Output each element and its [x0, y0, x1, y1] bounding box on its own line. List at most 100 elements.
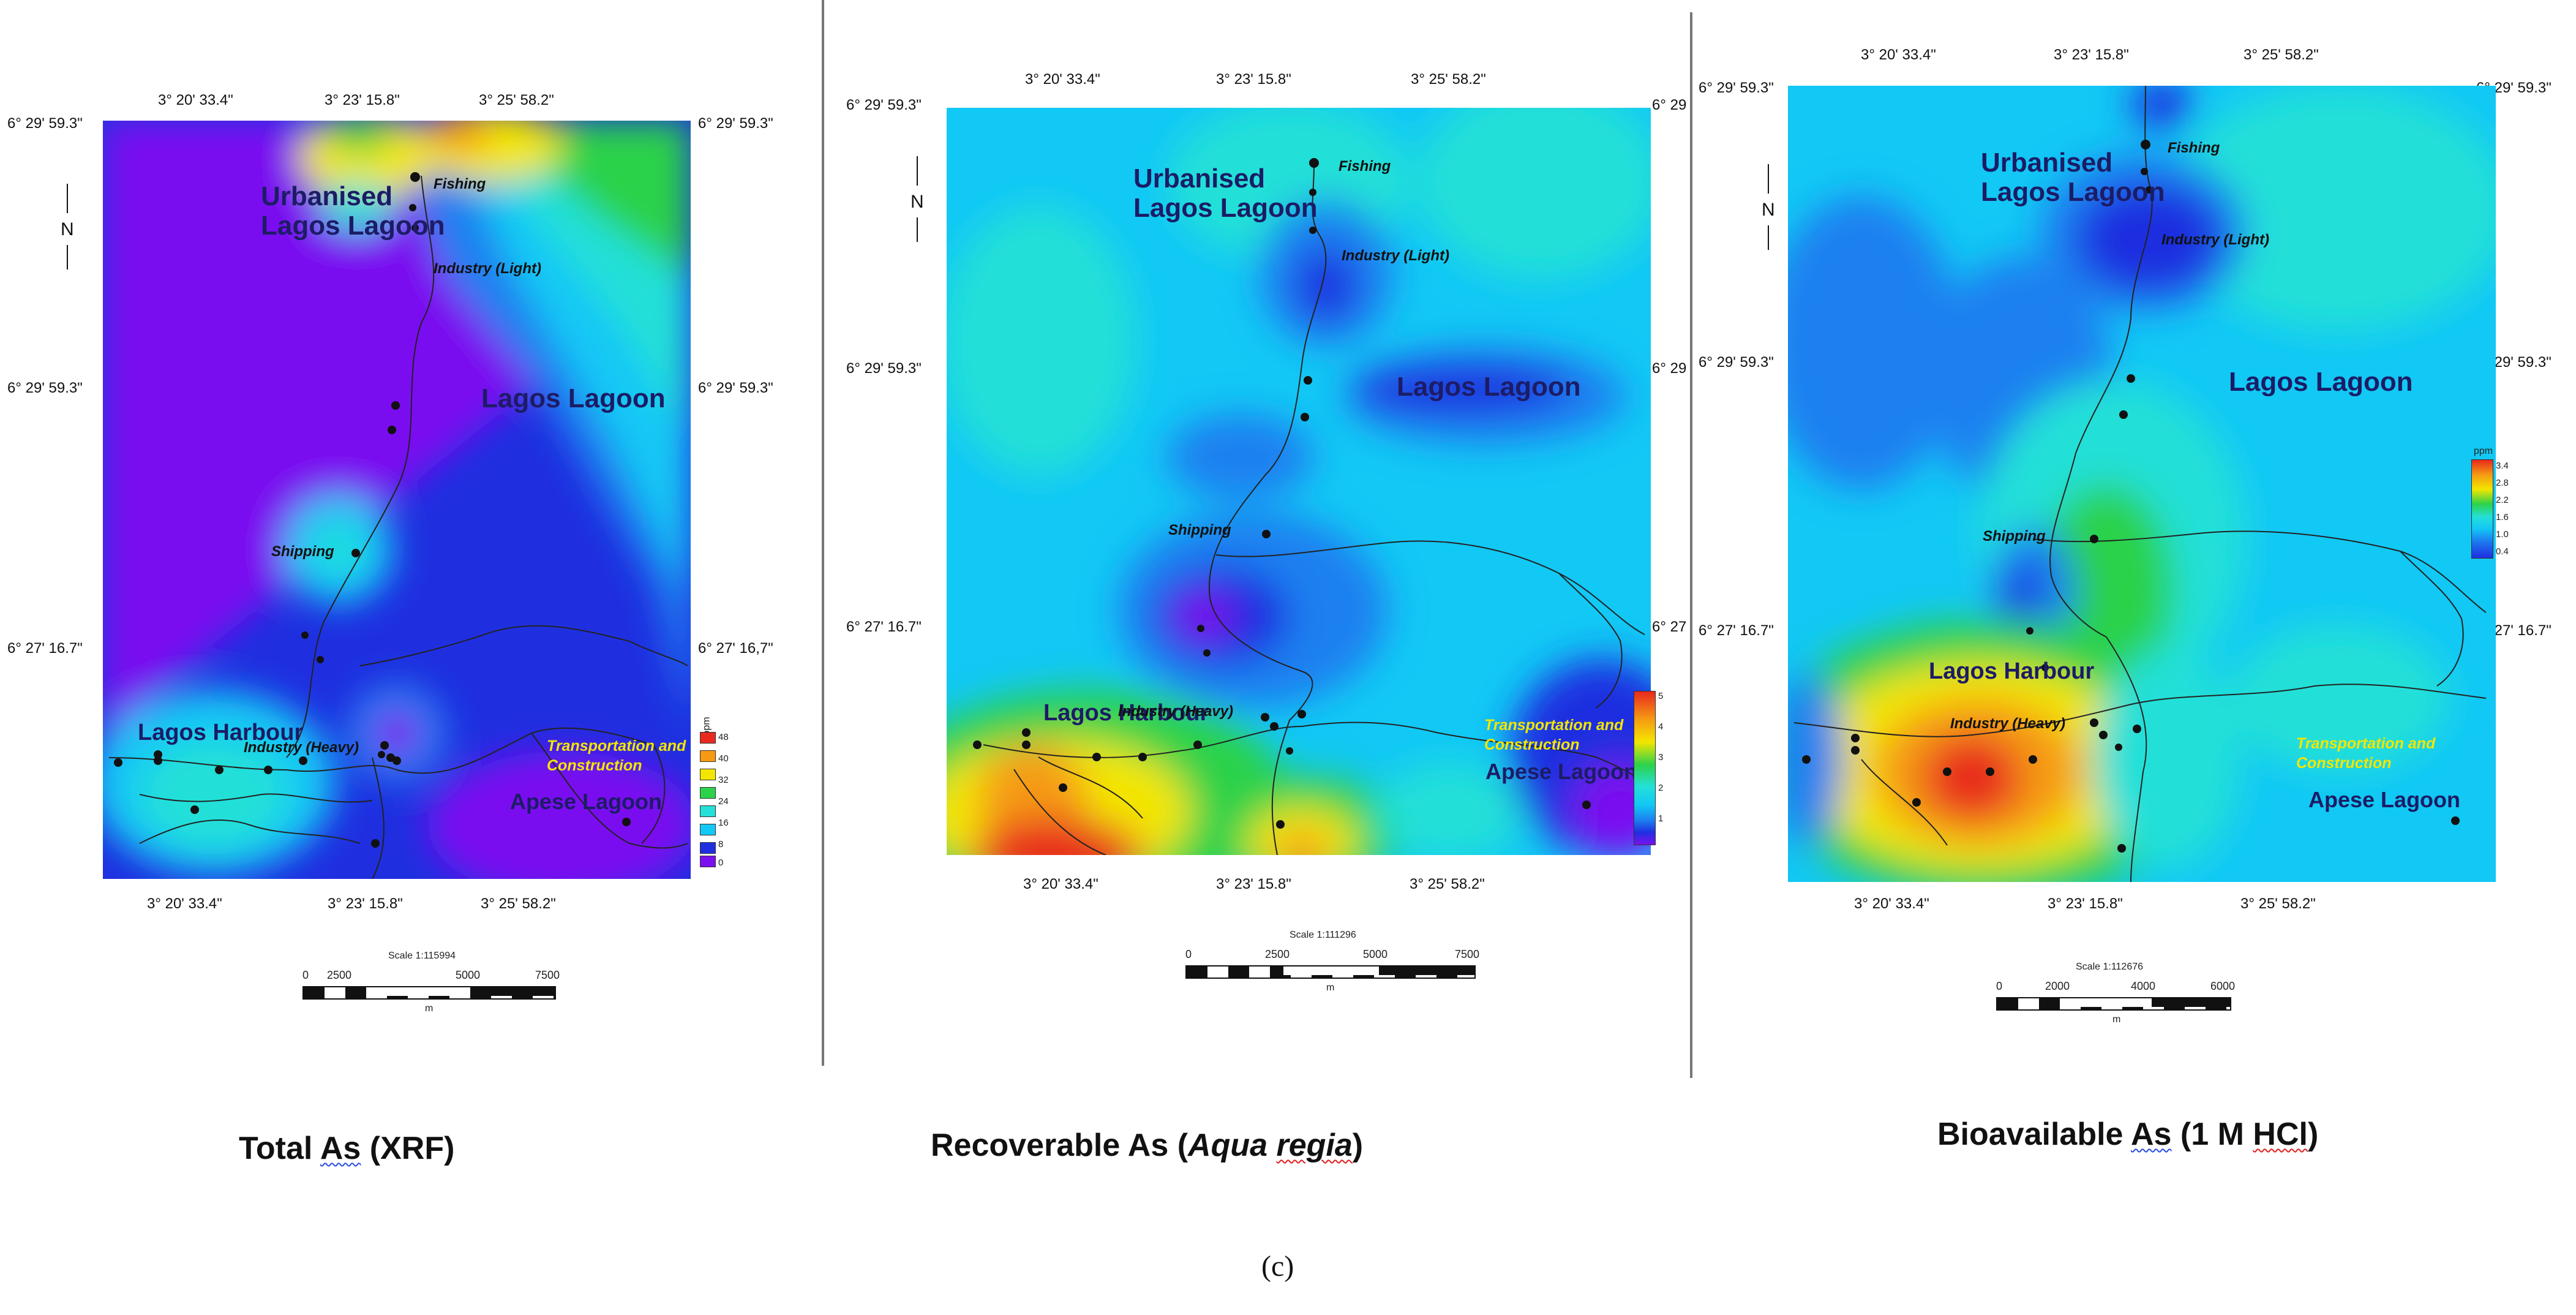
legend-value: 2	[1658, 783, 1664, 793]
color-legend: ppm 48 40 32 24 16 8 0	[700, 714, 755, 873]
caption-total-as: Total As (XRF)	[239, 1131, 455, 1166]
label-lagos-harbour: Lagos Harbour	[1929, 658, 2095, 684]
label-fishing: Fishing	[434, 176, 486, 192]
label-industry-heavy: Industry (Heavy)	[1118, 703, 1234, 720]
legend-value: 3.4	[2496, 461, 2509, 471]
legend-value: 48	[718, 732, 729, 742]
legend-value: 1.0	[2496, 529, 2509, 540]
label-shipping: Shipping	[271, 543, 334, 560]
legend-value: 32	[718, 775, 729, 785]
lon-tick-top: 3° 23' 15.8"	[1216, 71, 1291, 88]
label-transport: Transportation and Construction	[1484, 717, 1624, 753]
panel-recoverable-as: 6° 29' 59.3" 6° 29 6° 29' 59.3" 6° 29 6°…	[824, 0, 1689, 1163]
coord-top-right: 6° 29' 59.3"	[698, 115, 773, 132]
lon-tick-bottom: 3° 20' 33.4"	[1023, 876, 1098, 892]
panel-bioavailable-as: 6° 29' 59.3" 6° 29' 59.3" 6° 29' 59.3" 6…	[1692, 0, 2576, 1152]
coord-mid-left: 6° 29' 59.3"	[7, 380, 83, 396]
legend-value: 5	[1658, 691, 1664, 701]
panel-divider	[1690, 12, 1692, 1078]
coord-low-right: 6° 27	[1652, 619, 1687, 635]
label-shipping: Shipping	[1168, 522, 1231, 538]
legend-value: 0	[718, 857, 724, 868]
label-lagos-lagoon: Lagos Lagoon	[481, 383, 666, 413]
lon-tick-bottom: 3° 23' 15.8"	[1216, 876, 1291, 892]
label-apese-lagoon: Apese Lagoon	[1485, 759, 1638, 784]
label-industry-light: Industry (Light)	[434, 260, 541, 277]
legend-value: 40	[718, 753, 729, 764]
label-lagos-lagoon: Lagos Lagoon	[2229, 367, 2413, 397]
label-apese-lagoon: Apese Lagoon	[2308, 787, 2461, 812]
caption-recoverable-as: Recoverable As (Aqua regia)	[931, 1128, 1364, 1163]
label-urbanised-lagoon: Urbanised Lagos Lagoon	[1981, 148, 2165, 207]
coord-top-right: 6° 29	[1652, 97, 1687, 113]
label-urbanised-lagoon: Urbanised Lagos Lagoon	[261, 181, 445, 241]
legend-value: 8	[718, 839, 724, 850]
coord-top-left: 6° 29' 59.3"	[7, 115, 83, 132]
label-lagos-lagoon: Lagos Lagoon	[1397, 372, 1581, 402]
coord-mid-left: 6° 29' 59.3"	[1699, 354, 1774, 371]
contour-map: Urbanised Lagos Lagoon Fishing Industry …	[947, 108, 1651, 855]
legend-value: 16	[718, 818, 729, 828]
north-arrow: N	[59, 184, 77, 269]
lon-tick-bottom: 3° 25' 58.2"	[1410, 876, 1485, 892]
legend-value: 3	[1658, 752, 1664, 763]
label-urbanised-lagoon: Urbanised Lagos Lagoon	[1133, 164, 1318, 223]
coord-mid-right: 6° 29' 59.3"	[698, 380, 773, 396]
panel-total-as: 6° 29' 59.3" 6° 29' 59.3" 6° 29' 59.3" 6…	[0, 0, 820, 1166]
label-transport: Transportation and Construction	[547, 737, 686, 774]
lon-tick-bottom: 3° 23' 15.8"	[328, 895, 403, 912]
contour-map: Urbanised Lagos Lagoon Fishing Industry …	[1788, 86, 2496, 882]
lon-tick-top: 3° 20' 33.4"	[158, 92, 233, 108]
coord-top-left: 6° 29' 59.3"	[846, 97, 922, 113]
scale-bar: Scale 1:115994 0 2500 5000 7500 m	[302, 951, 560, 1014]
lon-tick-top: 3° 25' 58.2"	[2244, 47, 2319, 63]
coord-low-left: 6° 27' 16.7"	[846, 619, 922, 635]
legend-value: 1	[1658, 813, 1664, 824]
label-fishing: Fishing	[1339, 158, 1391, 175]
lon-tick-top: 3° 20' 33.4"	[1025, 71, 1100, 88]
label-fishing: Fishing	[2168, 140, 2220, 156]
scale-bar: Scale 1:112676 0 2000 4000 6000 m	[1996, 962, 2236, 1025]
coord-low-right: 6° 27' 16,7"	[698, 640, 773, 657]
legend-value: 1.6	[2496, 512, 2509, 522]
label-industry-light: Industry (Light)	[2161, 232, 2269, 248]
legend-value: 4	[1658, 722, 1664, 732]
contour-map: Urbanised Lagos Lagoon Fishing Industry …	[103, 121, 691, 879]
lon-tick-bottom: 3° 23' 15.8"	[2048, 895, 2123, 912]
coord-low-left: 6° 27' 16.7"	[1699, 622, 1774, 639]
coord-mid-left: 6° 29' 59.3"	[846, 360, 922, 377]
legend-value: 0.4	[2496, 546, 2509, 557]
north-arrow: N	[1760, 164, 1778, 250]
panel-divider	[822, 0, 824, 1066]
figure-label: (c)	[1261, 1250, 1294, 1283]
lon-tick-top: 3° 23' 15.8"	[2054, 47, 2129, 63]
label-transport: Transportation and Construction	[2296, 735, 2436, 772]
lon-tick-bottom: 3° 20' 33.4"	[147, 895, 222, 912]
lon-tick-bottom: 3° 25' 58.2"	[2240, 895, 2316, 912]
label-industry-light: Industry (Light)	[1342, 247, 1449, 264]
label-industry-heavy: Industry (Heavy)	[1950, 715, 2066, 732]
caption-bioavailable-as: Bioavailable As (1 M HCl)	[1937, 1117, 2319, 1152]
label-apese-lagoon: Apese Lagoon	[510, 789, 663, 814]
coord-low-left: 6° 27' 16.7"	[7, 640, 83, 657]
lon-tick-bottom: 3° 25' 58.2"	[481, 895, 556, 912]
label-shipping: Shipping	[1983, 528, 2046, 544]
label-industry-heavy: Industry (Heavy)	[244, 739, 359, 756]
lon-tick-bottom: 3° 20' 33.4"	[1854, 895, 1929, 912]
lon-tick-top: 3° 25' 58.2"	[479, 92, 554, 108]
legend-value: 24	[718, 796, 729, 807]
lon-tick-top: 3° 23' 15.8"	[325, 92, 400, 108]
north-arrow: N	[909, 156, 927, 242]
coord-mid-right: 6° 29	[1652, 360, 1687, 377]
color-legend: 5 4 3 2 1	[1634, 691, 1689, 850]
coord-top-left: 6° 29' 59.3"	[1699, 80, 1774, 96]
legend-value: 2.8	[2496, 478, 2509, 488]
label-lagos-harbour: Lagos Harbour	[1043, 700, 1209, 726]
color-legend: ppm 3.4 2.8 2.2 1.6 1.0 0.4	[2471, 446, 2526, 563]
scale-bar: Scale 1:111296 0 2500 5000 7500 m	[1185, 930, 1480, 993]
lon-tick-top: 3° 25' 58.2"	[1411, 71, 1486, 88]
legend-value: 2.2	[2496, 495, 2509, 505]
lon-tick-top: 3° 20' 33.4"	[1861, 47, 1936, 63]
label-lagos-harbour: Lagos Harbour	[138, 720, 304, 745]
